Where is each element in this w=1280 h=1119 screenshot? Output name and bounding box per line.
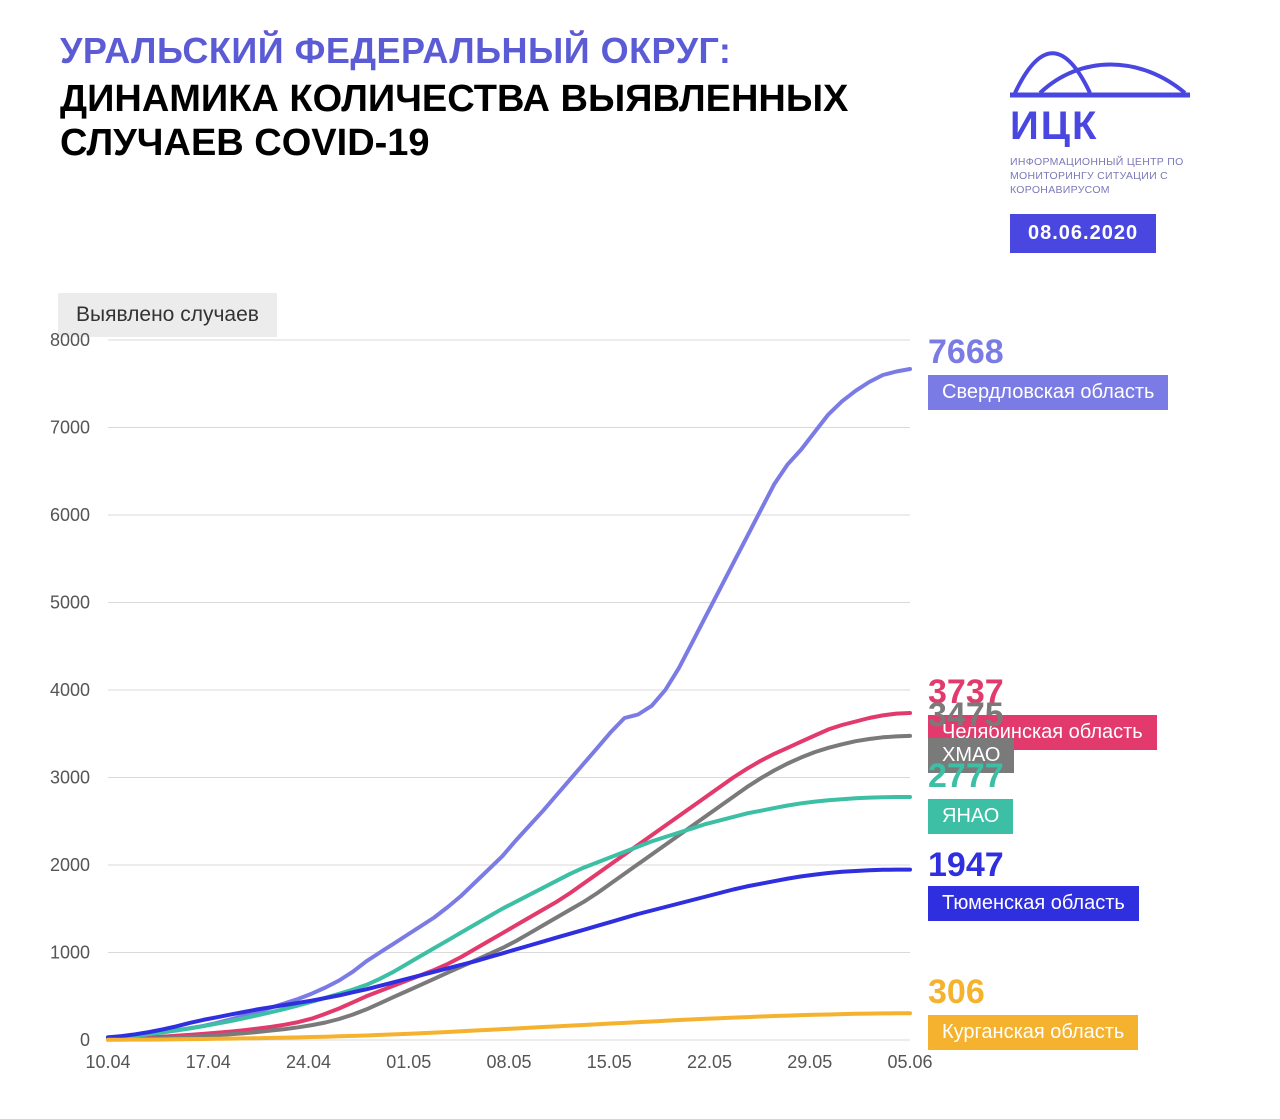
series-label-sverdlovsk: Свердловская область (928, 375, 1168, 410)
series-label-yanao: ЯНАО (928, 799, 1013, 834)
header: УРАЛЬСКИЙ ФЕДЕРАЛЬНЫЙ ОКРУГ: ДИНАМИКА КО… (0, 0, 1280, 253)
svg-text:0: 0 (80, 1030, 90, 1050)
logo-subtitle: ИНФОРМАЦИОННЫЙ ЦЕНТР ПО МОНИТОРИНГУ СИТУ… (1010, 155, 1240, 198)
series-value-yanao: 2777 (928, 757, 1004, 796)
chart-svg: 0 1000 2000 3000 4000 5000 6000 7000 8000 10.04 17… (0, 320, 1280, 1100)
svg-text:10.04: 10.04 (85, 1052, 130, 1072)
svg-text:1000: 1000 (50, 943, 90, 963)
title-block: УРАЛЬСКИЙ ФЕДЕРАЛЬНЫЙ ОКРУГ: ДИНАМИКА КО… (60, 30, 860, 253)
series-sverdlovsk (108, 369, 910, 1037)
chart: 0 1000 2000 3000 4000 5000 6000 7000 8000 10.04 17… (0, 320, 1280, 1100)
date-badge: 08.06.2020 (1010, 214, 1156, 253)
svg-text:29.05: 29.05 (787, 1052, 832, 1072)
svg-text:3000: 3000 (50, 768, 90, 788)
svg-text:17.04: 17.04 (186, 1052, 231, 1072)
logo-text: ИЦК (1010, 104, 1098, 149)
title-main: ДИНАМИКА КОЛИЧЕСТВА ВЫЯВЛЕННЫХ СЛУЧАЕВ C… (60, 78, 860, 165)
svg-text:7000: 7000 (50, 418, 90, 438)
series-yanao (108, 797, 910, 1038)
series-value-khmao: 3475 (928, 696, 1004, 735)
svg-text:6000: 6000 (50, 505, 90, 525)
series-value-sverdlovsk: 7668 (928, 333, 1004, 372)
series-value-tyumen: 1947 (928, 846, 1004, 885)
svg-text:24.04: 24.04 (286, 1052, 331, 1072)
title-region: УРАЛЬСКИЙ ФЕДЕРАЛЬНЫЙ ОКРУГ: (60, 30, 860, 72)
logo-curve-icon (1010, 30, 1190, 110)
series-khmao (108, 736, 910, 1040)
series-tyumen (108, 870, 910, 1038)
series-label-kurgan: Курганская область (928, 1015, 1138, 1050)
svg-text:08.05: 08.05 (486, 1052, 531, 1072)
svg-text:15.05: 15.05 (587, 1052, 632, 1072)
svg-text:5000: 5000 (50, 593, 90, 613)
series-label-tyumen: Тюменская область (928, 886, 1139, 921)
series-value-kurgan: 306 (928, 973, 985, 1012)
svg-text:22.05: 22.05 (687, 1052, 732, 1072)
svg-text:4000: 4000 (50, 680, 90, 700)
svg-text:01.05: 01.05 (386, 1052, 431, 1072)
svg-text:8000: 8000 (50, 330, 90, 350)
logo-block: ИЦК ИНФОРМАЦИОННЫЙ ЦЕНТР ПО МОНИТОРИНГУ … (1010, 30, 1240, 253)
svg-text:05.06: 05.06 (887, 1052, 932, 1072)
svg-text:2000: 2000 (50, 855, 90, 875)
